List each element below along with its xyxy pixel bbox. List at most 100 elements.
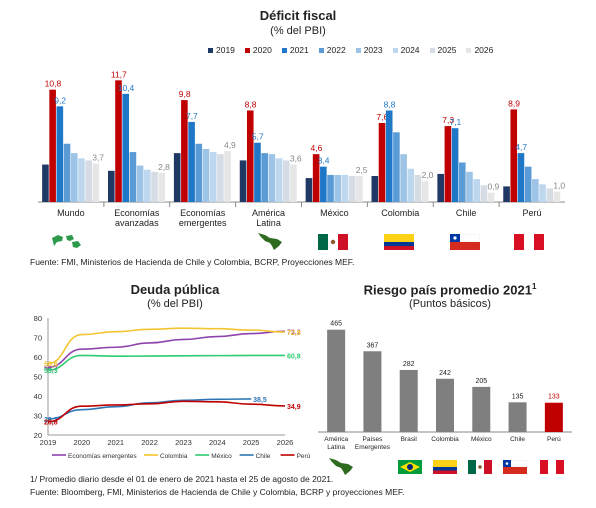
data-label: 7,3: [442, 115, 454, 125]
deficit-legend: 2019 2020 2021 2022 2023 2024 2025 2026: [208, 45, 493, 55]
bar: [399, 369, 418, 432]
deuda-title: Deuda pública: [130, 282, 220, 297]
bar: [437, 173, 444, 202]
bar: [312, 154, 320, 202]
bar: [414, 174, 422, 202]
data-label: 2,8: [158, 162, 170, 172]
legend-swatch: [392, 47, 398, 53]
data-label: 4,7: [515, 142, 527, 152]
start-label: 28,2: [44, 417, 58, 424]
legend-swatch: [208, 47, 213, 53]
bar: [393, 132, 400, 202]
data-label: 3,4: [318, 156, 330, 166]
bar: [320, 166, 327, 202]
bar: [327, 329, 346, 432]
bar: [181, 100, 188, 202]
data-label: 205: [475, 378, 487, 385]
bar: [92, 163, 100, 202]
data-label: 3,7: [92, 153, 104, 163]
deuda-subtitle: (% del PBI): [147, 298, 203, 310]
category-label: América: [324, 436, 348, 443]
bar: [480, 185, 488, 202]
legend-item: 2024: [392, 45, 420, 55]
x-tick-label: 2024: [209, 438, 226, 447]
y-tick-label: 70: [34, 334, 42, 343]
chile-flag-icon: [449, 233, 481, 250]
y-tick-label: 40: [34, 392, 42, 401]
legend-label: 2020: [252, 45, 272, 55]
start-label: 26,8: [44, 420, 58, 427]
legend-item: 2022: [318, 45, 346, 55]
bar: [444, 126, 452, 202]
series-line: [47, 327, 286, 365]
data-label: 367: [367, 342, 379, 349]
y-tick-label: 30: [34, 412, 42, 421]
chile-flag-icon: [502, 459, 528, 474]
legend-label: 2025: [437, 45, 457, 55]
bar: [49, 89, 56, 202]
riesgo-title-sup: 1: [531, 282, 537, 291]
category-label: México: [471, 436, 492, 443]
y-tick-label: 80: [34, 314, 42, 323]
end-label: 72,8: [287, 330, 301, 337]
deficit-chart: 10,89,23,7Mundo11,710,42,8Economíasavanz…: [38, 69, 565, 228]
riesgo-subtitle: (Puntos básicos): [409, 298, 491, 310]
bar: [144, 169, 151, 202]
y-tick-label: 60: [34, 353, 42, 362]
deficit-title: Déficit fiscal: [259, 8, 337, 23]
mexico-flag-icon: [468, 460, 492, 474]
legend-label: Chile: [256, 453, 271, 460]
data-label: 4,9: [224, 140, 236, 150]
peru-flag-icon: [514, 234, 544, 250]
legend-item: 2025: [429, 45, 457, 55]
bar: [363, 351, 382, 432]
data-label: 10,4: [118, 83, 135, 93]
bar: [173, 153, 181, 202]
data-label: 5,7: [252, 132, 264, 142]
category-label: Chile: [510, 436, 525, 443]
bar: [385, 110, 393, 202]
bar: [458, 162, 466, 202]
legend-swatch: [318, 47, 324, 53]
bar: [436, 378, 454, 432]
bar: [451, 128, 459, 202]
bar: [217, 154, 224, 202]
bar: [63, 143, 71, 202]
bar: [42, 164, 49, 202]
bar: [78, 158, 85, 202]
riesgo-title-text: Riesgo país promedio 2021: [363, 282, 532, 298]
data-label: 8,8: [384, 99, 396, 109]
category-label: Colombia: [431, 436, 459, 443]
category-label: avanzadas: [115, 218, 159, 228]
legend-swatch: [429, 47, 435, 53]
data-label: 10,8: [45, 79, 62, 89]
x-tick-label: 2021: [107, 438, 124, 447]
category-label: Brasil: [401, 436, 418, 443]
bar: [472, 386, 491, 432]
x-tick-label: 2025: [243, 438, 260, 447]
legend-item: 2023: [355, 45, 383, 55]
data-label: 133: [548, 394, 560, 401]
bar: [517, 153, 525, 202]
legend-item: 2020: [244, 45, 272, 55]
category-label: Chile: [456, 208, 477, 218]
legend-label: Economías emergentes: [68, 453, 137, 460]
bar: [151, 171, 158, 202]
category-label: Colombia: [381, 208, 419, 218]
legend-swatch: [466, 47, 472, 53]
bar: [356, 176, 363, 202]
legend-swatch: [355, 47, 361, 53]
category-label: Latina: [256, 218, 281, 228]
legend-item: 2021: [281, 45, 309, 55]
bar: [407, 168, 415, 202]
bar: [290, 164, 297, 202]
bar: [70, 153, 78, 202]
category-label: Perú: [547, 436, 561, 443]
end-label: 73,2: [287, 329, 301, 336]
bar: [400, 154, 407, 202]
legend-swatch: [244, 47, 250, 53]
category-label: emergentes: [179, 218, 227, 228]
bar: [371, 176, 379, 202]
bar: [136, 165, 144, 202]
